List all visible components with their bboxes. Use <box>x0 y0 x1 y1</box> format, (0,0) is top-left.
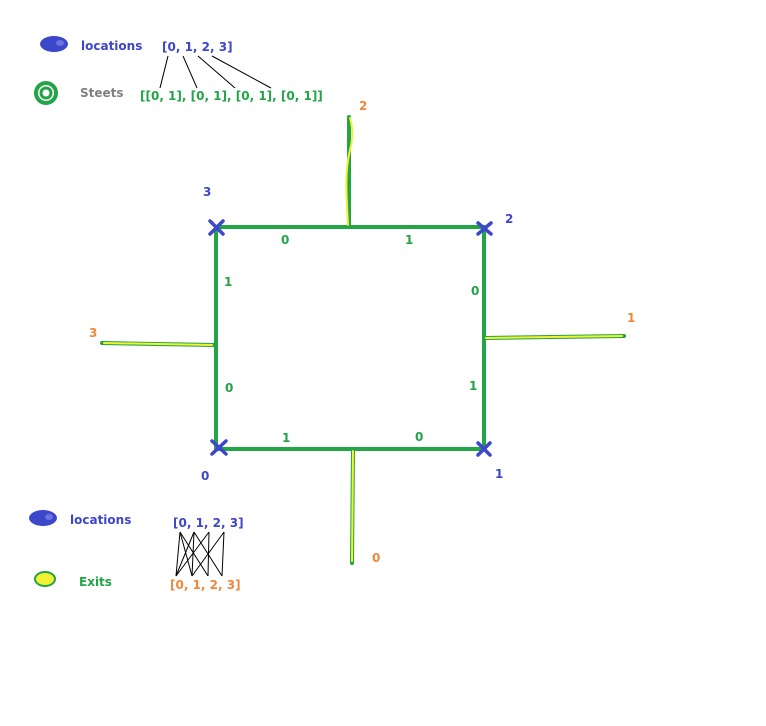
location-labels: 0 1 2 3 <box>201 185 513 483</box>
street-label-left-bottom: 0 <box>225 381 233 395</box>
exit-line-right <box>482 334 626 340</box>
street-label-right-top: 0 <box>471 284 479 298</box>
legend-bottom-locations-list: [0, 1, 2, 3] <box>173 516 244 530</box>
connector-line <box>175 531 181 577</box>
connector-line <box>179 531 193 577</box>
legend-top-connectors <box>159 55 272 89</box>
connector-line <box>197 55 236 89</box>
connector-line <box>221 531 225 577</box>
legend-bottom: locations [0, 1, 2, 3] Exits [0, 1, 2, 3… <box>29 510 244 592</box>
exits <box>100 115 626 565</box>
connector-line <box>175 531 195 577</box>
location-marker-2-icon <box>476 221 493 236</box>
legend-bottom-exits-list: [0, 1, 2, 3] <box>170 578 241 592</box>
exit-line-left <box>100 341 216 347</box>
street-label-right-bottom: 1 <box>469 379 477 393</box>
location-marker-1-icon <box>476 441 492 457</box>
location-label-3: 3 <box>203 185 211 199</box>
legend-bottom-connectors <box>175 531 225 577</box>
connector-line <box>211 55 272 89</box>
legend-top-locations-label: locations <box>81 39 142 53</box>
blue-scribble-icon <box>29 510 57 526</box>
connector-line <box>191 531 225 577</box>
connector-line <box>182 55 198 89</box>
green-scribble-icon <box>34 81 58 105</box>
street-label-bottom-left: 1 <box>282 431 290 445</box>
blue-scribble-highlight-icon <box>45 514 53 520</box>
connector-line <box>175 531 210 577</box>
location-markers <box>208 219 493 457</box>
street-labels: 0 1 0 1 0 1 0 1 <box>224 233 479 445</box>
location-label-1: 1 <box>495 467 503 481</box>
connector-line <box>159 55 169 89</box>
blue-scribble-icon <box>40 36 68 52</box>
street-label-top-left: 0 <box>281 233 289 247</box>
exit-label-2: 2 <box>359 99 367 113</box>
location-label-2: 2 <box>505 212 513 226</box>
legend-top-streets-label: Steets <box>80 86 124 100</box>
location-marker-3-icon <box>208 219 225 236</box>
street-label-left-top: 1 <box>224 275 232 289</box>
exit-line-top <box>345 115 354 229</box>
legend-bottom-exits-label: Exits <box>79 575 112 589</box>
exit-label-0: 0 <box>372 551 380 565</box>
legend-top: locations [0, 1, 2, 3] Steets [[0, 1], [… <box>34 36 323 105</box>
street-label-bottom-right: 0 <box>415 430 423 444</box>
location-label-0: 0 <box>201 469 209 483</box>
exit-labels: 0 1 2 3 <box>89 99 635 565</box>
legend-top-streets-list: [[0, 1], [0, 1], [0, 1], [0, 1]] <box>140 89 323 103</box>
yellow-scribble-icon <box>34 571 56 587</box>
legend-top-locations-list: [0, 1, 2, 3] <box>162 40 233 54</box>
connector-line <box>179 531 209 577</box>
exit-label-3: 3 <box>89 326 97 340</box>
blue-scribble-highlight-icon <box>56 40 64 46</box>
exit-line-bottom <box>350 447 355 565</box>
green-scribble-inner-icon <box>39 86 53 100</box>
location-marker-0-icon <box>210 439 228 456</box>
legend-bottom-locations-label: locations <box>70 513 131 527</box>
streets <box>214 225 486 451</box>
street-label-top-right: 1 <box>405 233 413 247</box>
exit-label-1: 1 <box>627 311 635 325</box>
